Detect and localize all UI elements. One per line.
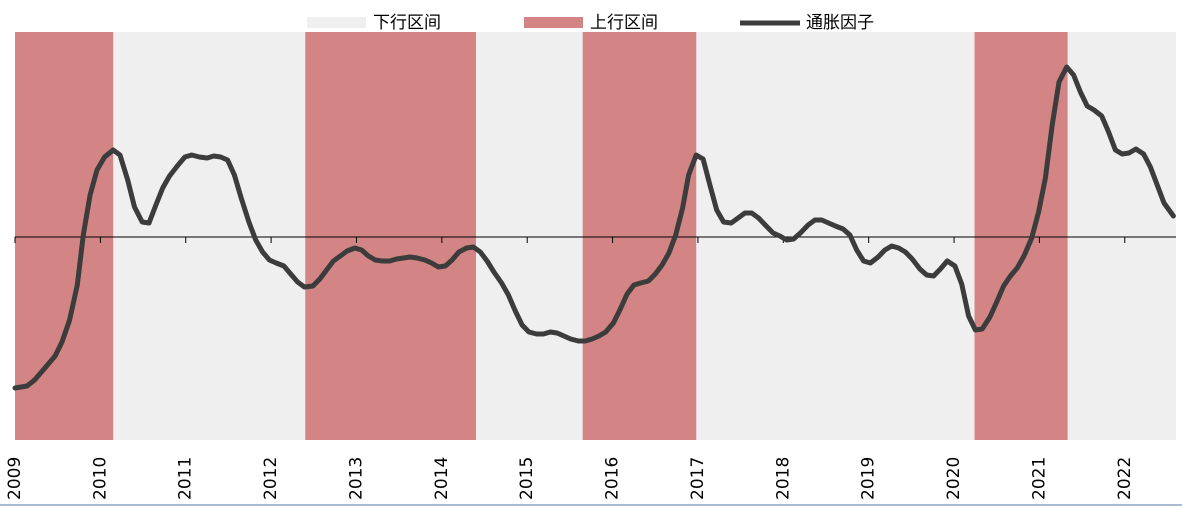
x-tick-label: 2010	[90, 457, 110, 500]
legend-swatch	[524, 17, 583, 28]
band	[305, 32, 476, 440]
x-tick-label: 2012	[261, 457, 281, 500]
band	[582, 32, 697, 440]
legend-swatch	[307, 17, 366, 28]
x-tick-label: 2018	[773, 457, 793, 500]
band	[974, 32, 1068, 440]
line	[12, 64, 1176, 391]
legend-label: 下行区间	[373, 13, 441, 33]
band	[15, 32, 114, 440]
x-tick-label: 2019	[859, 457, 879, 500]
x-tick-label: 2022	[1115, 457, 1135, 500]
x-tick-label: 2015	[517, 457, 537, 500]
x-tick-label: 2011	[176, 457, 196, 500]
x-tick-label: 2021	[1029, 457, 1049, 500]
x-tick-label: 2014	[432, 457, 452, 500]
x-tick-label: 2016	[603, 457, 623, 500]
x-tick-label: 2013	[346, 457, 366, 500]
x-tick-label: 2009	[5, 457, 25, 500]
x-tick-label: 2020	[944, 457, 964, 500]
legend-label: 上行区间	[590, 13, 658, 33]
legend-label: 通胀因子	[806, 13, 874, 33]
x-tick-label: 2017	[688, 457, 708, 500]
